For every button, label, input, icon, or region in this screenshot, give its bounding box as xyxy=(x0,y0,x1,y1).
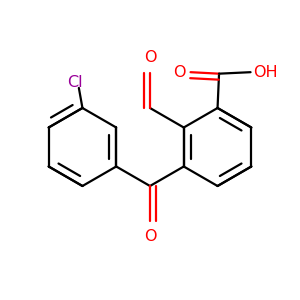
Text: O: O xyxy=(144,50,156,65)
Text: Cl: Cl xyxy=(67,75,83,90)
Text: O: O xyxy=(144,229,156,244)
Text: OH: OH xyxy=(254,65,278,80)
Text: O: O xyxy=(172,65,185,80)
